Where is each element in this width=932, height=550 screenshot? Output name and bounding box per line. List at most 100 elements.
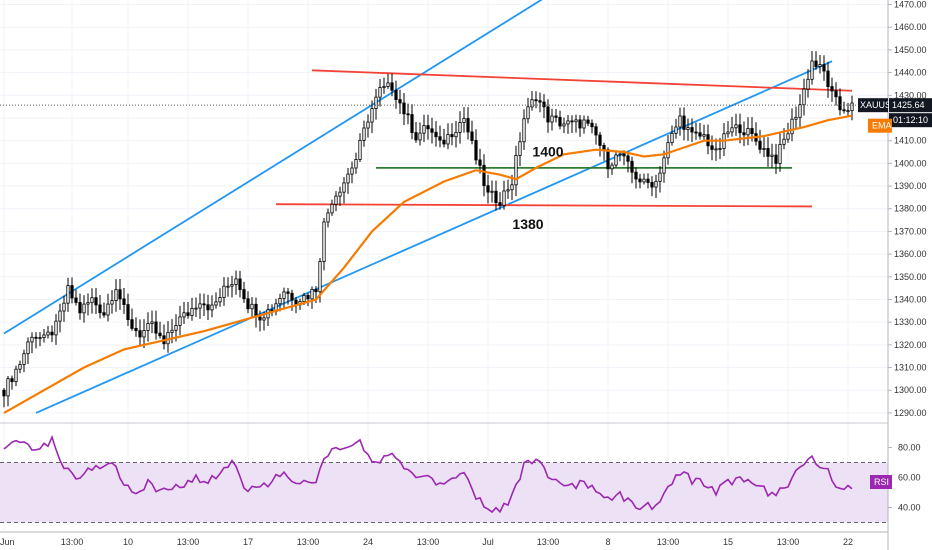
ema-series [3, 114, 853, 414]
candle [786, 122, 790, 143]
candle-body [762, 148, 766, 150]
candle [218, 288, 222, 307]
candle [670, 125, 674, 146]
time-axis[interactable]: Jun 13:00 10 13:00 17 13:00 24 13:00 Jul 13:00 8 13… [0, 531, 888, 547]
candle-body [198, 303, 202, 309]
candle-body [126, 304, 130, 321]
candle-body [818, 64, 822, 67]
trendline-3[interactable] [275, 203, 813, 208]
candle-body [470, 131, 474, 141]
rsi-label: RSI [874, 477, 889, 487]
candle [14, 365, 18, 387]
candle [774, 143, 778, 175]
candle [386, 73, 390, 89]
candle [214, 292, 218, 309]
candle [574, 114, 578, 133]
candle-body [654, 180, 658, 188]
candle-body [30, 336, 34, 343]
candle [686, 118, 690, 141]
trendlines[interactable] [3, 0, 853, 414]
trendline-0[interactable] [3, 0, 552, 335]
candle-body [614, 154, 618, 166]
candle [694, 122, 698, 140]
candle-body [50, 331, 54, 336]
candle [66, 277, 70, 312]
candle [566, 114, 570, 134]
time-tick-label: Jun [0, 537, 15, 547]
candle [450, 123, 454, 146]
candle [758, 129, 762, 154]
candle [62, 295, 66, 322]
candle-body [6, 378, 10, 397]
candle-body [226, 285, 230, 288]
trendline-2[interactable] [311, 69, 853, 92]
candle-body [726, 131, 730, 135]
price-tick-label: 1310.00 [894, 363, 927, 373]
candle [646, 173, 650, 189]
candle-body [26, 341, 30, 355]
candle [630, 156, 634, 184]
candle-body [414, 132, 418, 141]
candle-body [170, 329, 174, 333]
candle [598, 131, 602, 157]
candle-body [386, 82, 390, 87]
price-tick-label: 1350.00 [894, 272, 927, 282]
candle [454, 121, 458, 148]
trendline-1[interactable] [35, 60, 833, 414]
candle-body [618, 153, 622, 156]
candle-body [202, 303, 206, 306]
candle [762, 137, 766, 158]
candle [82, 295, 86, 323]
candle-body [406, 113, 410, 116]
candle-body [842, 109, 846, 112]
candle [642, 173, 646, 185]
candle [590, 119, 594, 134]
candle [118, 278, 122, 310]
candle-body [350, 167, 354, 175]
candle [422, 114, 426, 142]
candle-body [402, 102, 406, 115]
candle [194, 297, 198, 318]
countdown-badge [889, 113, 932, 128]
candle-body [494, 190, 498, 204]
rsi-series [3, 434, 853, 514]
candle [790, 108, 794, 142]
candle-body [138, 330, 142, 338]
time-tick-label: 24 [363, 537, 373, 547]
candle-body [506, 189, 510, 192]
candle [778, 133, 782, 172]
candle-body [602, 145, 606, 151]
candle-body [658, 172, 662, 182]
candle [522, 109, 526, 150]
candle-body [790, 118, 794, 135]
candle [610, 162, 614, 175]
time-tick-label: Jul [482, 537, 494, 547]
candle-body [486, 185, 490, 193]
rsi-tick-label: 40.00 [898, 503, 921, 513]
candle [366, 114, 370, 138]
candle-body [382, 85, 386, 88]
candle-body [770, 154, 774, 157]
candle-body [698, 132, 702, 137]
candle-body [546, 106, 550, 123]
candle [490, 180, 494, 203]
candle-body [114, 289, 118, 302]
candle-body [314, 288, 318, 293]
candle-body [482, 164, 486, 187]
candle-body [142, 329, 146, 338]
candle-body [66, 285, 70, 304]
candle [210, 295, 214, 318]
candle-body [262, 317, 266, 321]
candle [398, 89, 402, 114]
candle [146, 312, 150, 342]
candle-body [458, 122, 462, 133]
symbol-label: XAUUSD [860, 100, 898, 110]
candle [538, 92, 542, 113]
candle [138, 319, 142, 347]
candle [486, 174, 490, 204]
candle-body [426, 125, 430, 130]
last-price-badge [889, 98, 932, 113]
candle-body [210, 304, 214, 311]
